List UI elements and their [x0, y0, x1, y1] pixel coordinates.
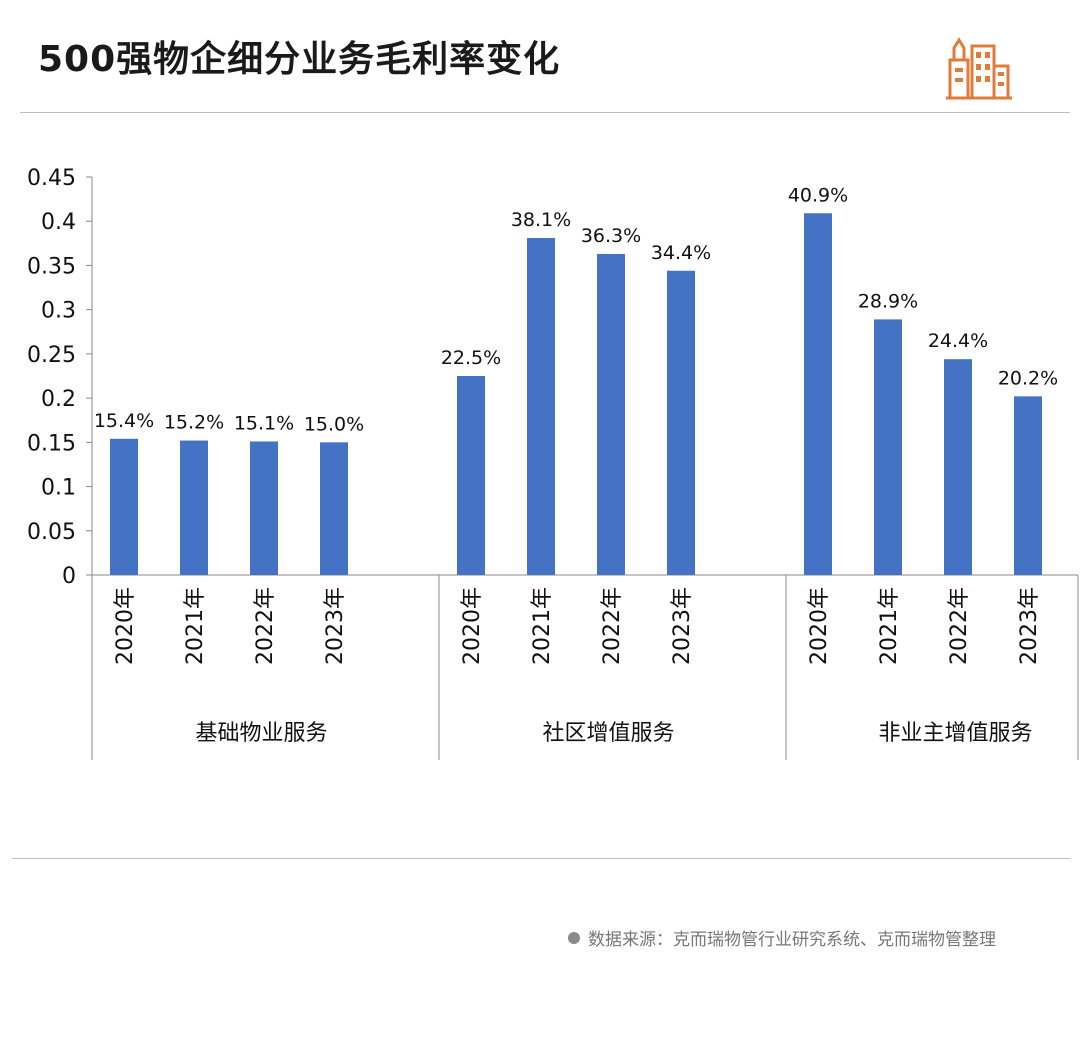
- x-category-label: 2023年: [670, 587, 695, 665]
- y-tick-label: 0.1: [41, 476, 76, 501]
- x-category-label: 2022年: [253, 587, 278, 665]
- y-tick-label: 0.15: [27, 431, 76, 456]
- top-divider: [20, 112, 1070, 113]
- data-label: 38.1%: [511, 209, 571, 231]
- city-buildings-icon: [946, 37, 1012, 100]
- bar: [597, 253, 625, 575]
- bar: [320, 442, 348, 575]
- bar: [527, 238, 555, 575]
- group-label: 社区增值服务: [542, 721, 674, 746]
- data-label: 15.4%: [94, 410, 154, 432]
- bar: [944, 359, 972, 575]
- x-category-label: 2020年: [113, 587, 138, 665]
- group-label: 非业主增值服务: [878, 721, 1032, 746]
- group-label: 基础物业服务: [195, 721, 327, 746]
- bar: [180, 440, 208, 575]
- y-tick-label: 0.2: [41, 387, 76, 412]
- chart-title: 500强物企细分业务毛利率变化: [38, 39, 561, 80]
- data-label: 34.4%: [651, 242, 711, 264]
- bar: [804, 213, 832, 576]
- data-label: 15.2%: [164, 412, 224, 434]
- data-label: 15.1%: [234, 412, 294, 434]
- x-category-label: 2023年: [323, 587, 348, 665]
- data-label: 15.0%: [304, 413, 364, 435]
- bar: [110, 438, 138, 575]
- bottom-divider: [12, 858, 1070, 859]
- x-category-label: 2023年: [1017, 587, 1042, 665]
- data-label: 28.9%: [858, 290, 918, 312]
- source-text: 数据来源：克而瑞物管行业研究系统、克而瑞物管整理: [588, 930, 996, 950]
- bar: [874, 319, 902, 575]
- y-tick-label: 0.4: [41, 210, 76, 235]
- y-tick-label: 0.45: [27, 166, 76, 191]
- bar: [1014, 396, 1042, 575]
- data-label: 36.3%: [581, 225, 641, 247]
- bullet-dot-icon: [568, 931, 580, 944]
- x-category-label: 2020年: [460, 587, 485, 665]
- data-label: 22.5%: [441, 347, 501, 369]
- y-tick-label: 0.3: [41, 299, 76, 324]
- y-tick-label: 0.35: [27, 254, 76, 279]
- data-label: 24.4%: [928, 330, 988, 352]
- y-tick-label: 0.25: [27, 343, 76, 368]
- bar-chart: 0 0.05 0.1 0.15 0.2 0.25 0.3 0.35 0.4 0.45 15.4% 20…: [27, 166, 1079, 760]
- data-label: 40.9%: [788, 184, 848, 206]
- x-category-label: 2022年: [947, 587, 972, 665]
- source-note: 数据来源：克而瑞物管行业研究系统、克而瑞物管整理: [568, 925, 996, 950]
- bar: [457, 376, 485, 575]
- bar: [250, 441, 278, 575]
- x-category-label: 2021年: [530, 587, 555, 665]
- data-label: 20.2%: [998, 367, 1058, 389]
- x-category-label: 2020年: [807, 587, 832, 665]
- x-category-label: 2022年: [600, 587, 625, 665]
- y-tick-label: 0.05: [27, 520, 76, 545]
- bar: [667, 270, 695, 575]
- x-category-label: 2021年: [183, 587, 208, 665]
- y-tick-label: 0: [62, 564, 76, 589]
- x-category-label: 2021年: [877, 587, 902, 665]
